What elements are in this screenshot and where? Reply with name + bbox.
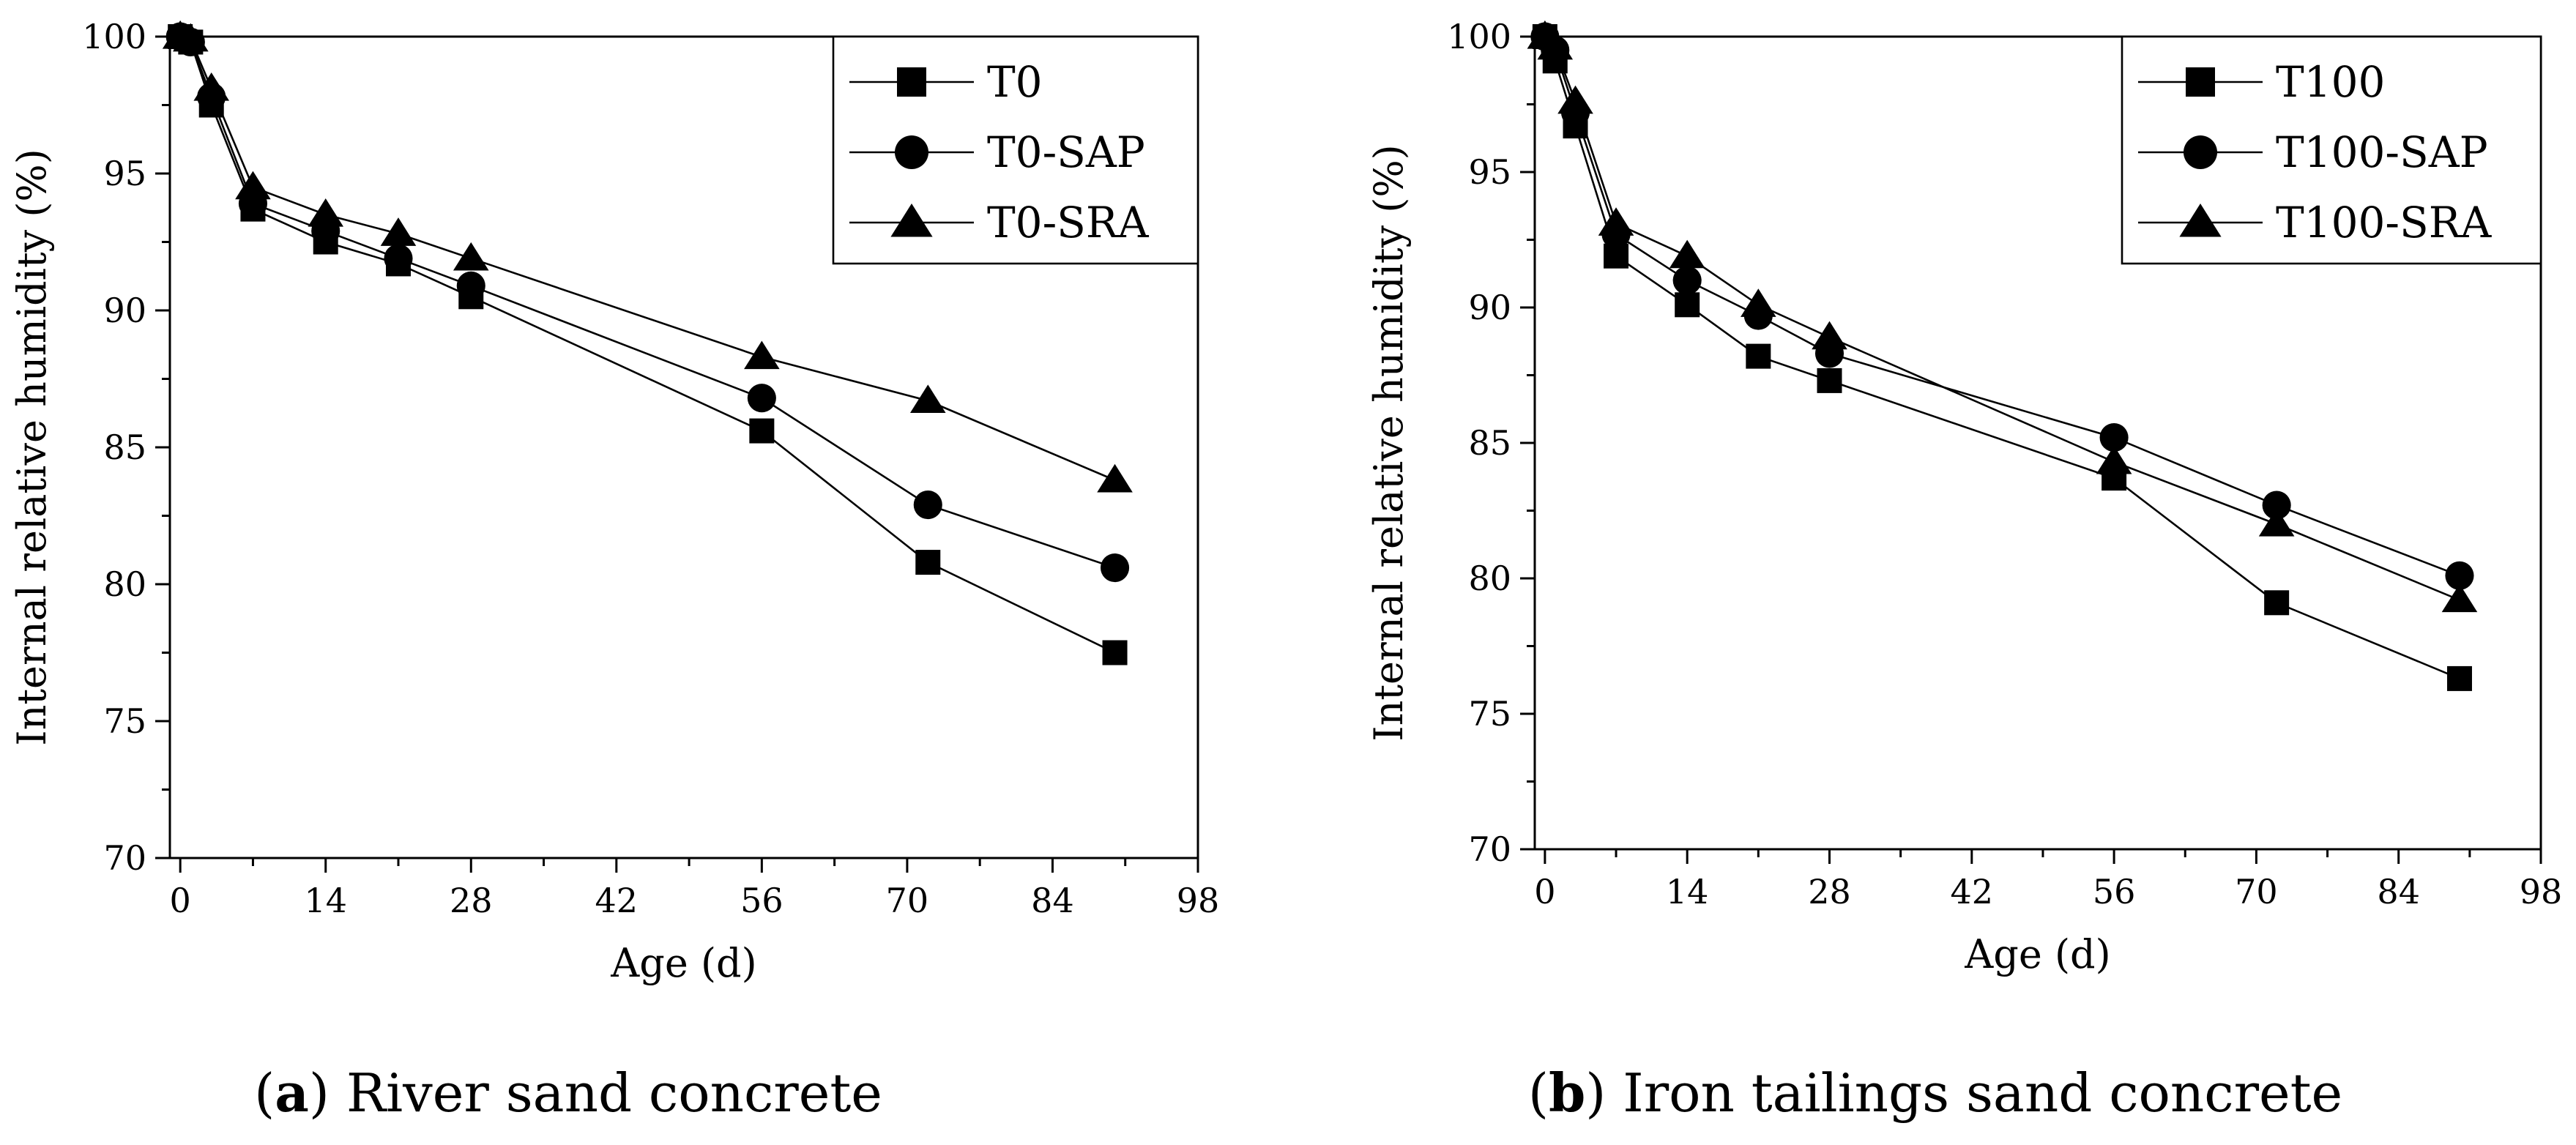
series-t0-sap-point bbox=[384, 244, 413, 273]
series-t100-point bbox=[1675, 292, 1700, 318]
x-tick-label: 42 bbox=[1951, 872, 1994, 911]
x-axis-title: Age (d) bbox=[1964, 931, 2110, 977]
series-t100-sra-point bbox=[2441, 583, 2478, 613]
x-tick-label: 56 bbox=[2093, 872, 2136, 911]
series-t100-sap-point bbox=[2445, 561, 2474, 590]
x-tick-label: 84 bbox=[2377, 872, 2420, 911]
series-t100-sra-point bbox=[2258, 507, 2295, 537]
series-t0-point bbox=[915, 550, 941, 575]
legend-box bbox=[832, 35, 1199, 265]
series-t100-sra-point bbox=[2096, 445, 2132, 474]
series-t100-point bbox=[1746, 343, 1771, 369]
y-tick-label: 100 bbox=[1447, 17, 1511, 56]
x-tick-label: 98 bbox=[2520, 872, 2563, 911]
series-t0-point bbox=[749, 418, 775, 444]
series-t0-line bbox=[179, 35, 1116, 654]
series-t100-sra-point bbox=[1812, 321, 1847, 350]
x-tick-label: 70 bbox=[2235, 872, 2278, 911]
x-tick-label: 28 bbox=[1808, 872, 1851, 911]
x-axis-title: Age (d) bbox=[610, 940, 756, 986]
x-tick-label: 70 bbox=[886, 881, 929, 920]
x-tick-label: 56 bbox=[740, 881, 783, 920]
legend-t0-sap-marker bbox=[895, 135, 928, 169]
y-tick-label: 80 bbox=[103, 564, 146, 604]
x-tick-label: 14 bbox=[304, 881, 347, 920]
y-tick-label: 75 bbox=[103, 701, 146, 741]
series-t0-sap-point bbox=[747, 384, 776, 413]
chart-panel-b: 0 14 28 42 56 70 84 98 70 75 80 85 90 95 100 Age (d) Int… bbox=[1366, 17, 2562, 1124]
legend-t100-sra-marker bbox=[2179, 204, 2222, 237]
series-t100-sra-point bbox=[1598, 207, 1634, 236]
series-t0-sra-point bbox=[380, 217, 417, 246]
x-tick-label: 0 bbox=[170, 881, 191, 920]
x-tick-label: 98 bbox=[1177, 881, 1220, 920]
y-axis-title: Internal relative humidity (%) bbox=[1366, 144, 1412, 742]
series-t100-sap-point bbox=[2099, 423, 2129, 452]
x-tick-label: 14 bbox=[1666, 872, 1709, 911]
series-t100-sap-line bbox=[1544, 36, 2460, 577]
series-t100-point bbox=[2446, 665, 2472, 691]
series-t0-sra-line bbox=[179, 35, 1116, 482]
series-t100-sra-point bbox=[1741, 288, 1776, 317]
y-tick-label: 80 bbox=[1468, 559, 1511, 598]
panel-caption: (b) Iron tailings sand concrete bbox=[1528, 1062, 2342, 1124]
x-tick-label: 42 bbox=[595, 881, 639, 920]
y-tick-label: 90 bbox=[1468, 288, 1511, 327]
legend-t100-sap-marker bbox=[2184, 135, 2217, 169]
legend-t0-sra-marker bbox=[890, 204, 933, 237]
series-t0-sap-point bbox=[913, 490, 942, 520]
series-t0-sap-point bbox=[1100, 553, 1130, 583]
series-t0-sra-point bbox=[308, 198, 344, 227]
panel-caption: (a) River sand concrete bbox=[254, 1062, 882, 1124]
y-axis-title: Internal relative humidity (%) bbox=[9, 149, 55, 746]
y-tick-label: 70 bbox=[103, 838, 146, 878]
legend-t0-sra-label: T0-SRA bbox=[987, 198, 1150, 247]
y-tick-label: 90 bbox=[103, 291, 146, 330]
series-t0-sap-point bbox=[456, 271, 485, 300]
y-tick-label: 95 bbox=[1468, 152, 1511, 192]
x-tick-label: 84 bbox=[1031, 881, 1074, 920]
series-t0-sap-line bbox=[179, 35, 1115, 569]
legend-t100-marker bbox=[2186, 67, 2215, 97]
series-t0-sra-point bbox=[193, 72, 230, 101]
series-t100-point bbox=[1817, 368, 1842, 393]
y-tick-label: 85 bbox=[103, 428, 146, 467]
series-t100-sra-point bbox=[1537, 31, 1574, 60]
legend-t0-label: T0 bbox=[987, 57, 1043, 107]
series-t100-sap-point bbox=[1672, 266, 1702, 295]
legend-t100-sap-label: T100-SAP bbox=[2276, 127, 2488, 177]
series-t0-sra-point bbox=[1097, 463, 1133, 493]
series-t100-sap-point bbox=[2262, 491, 2291, 520]
series-t0-point bbox=[1102, 640, 1128, 665]
y-tick-label: 85 bbox=[1468, 423, 1511, 463]
x-tick-label: 28 bbox=[450, 881, 493, 920]
series-t0-sra-point bbox=[744, 340, 780, 370]
series-t100-sra-point bbox=[1557, 85, 1593, 114]
series-t0-sra-point bbox=[235, 171, 271, 200]
x-tick-label: 0 bbox=[1534, 872, 1555, 911]
y-tick-label: 75 bbox=[1468, 694, 1511, 734]
y-tick-label: 95 bbox=[103, 154, 146, 193]
legend-t100-label: T100 bbox=[2276, 57, 2385, 107]
series-t100-line bbox=[1544, 36, 2460, 680]
y-tick-label: 70 bbox=[1468, 829, 1511, 869]
legend-t100-sra-label: T100-SRA bbox=[2276, 198, 2492, 247]
legend-t0-marker bbox=[897, 67, 926, 97]
chart-panel-a: 0 14 28 42 56 70 84 98 70 75 80 85 90 95 100 Age (d) Int… bbox=[9, 17, 1219, 1124]
series-t0-sra-point bbox=[453, 242, 489, 271]
series-t0-sra-point bbox=[909, 384, 946, 413]
legend-t0-sap-label: T0-SAP bbox=[987, 127, 1145, 177]
y-tick-label: 100 bbox=[82, 17, 146, 56]
series-t100-point bbox=[2264, 590, 2290, 616]
series-t0-sra-point bbox=[173, 23, 209, 52]
series-t100-sra-point bbox=[1669, 239, 1705, 269]
series-t100-sra-line bbox=[1544, 36, 2460, 601]
